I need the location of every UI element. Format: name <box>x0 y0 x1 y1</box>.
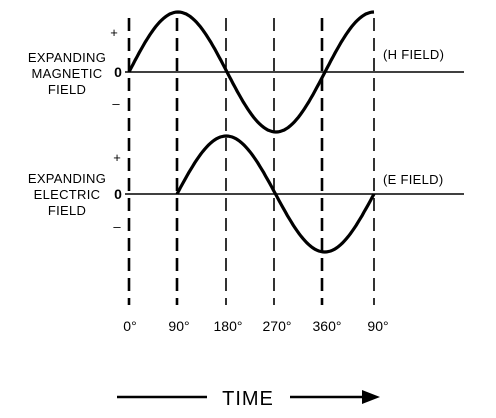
tick-0deg: 0° <box>123 318 136 334</box>
tick-360deg: 360° <box>313 318 342 334</box>
h-minus-sign: – <box>112 96 120 111</box>
e-label-line-1: EXPANDING <box>28 171 106 186</box>
h-field-tag: (H FIELD) <box>383 47 444 62</box>
tick-270deg: 270° <box>263 318 292 334</box>
e-label-line-2: ELECTRIC <box>34 187 101 202</box>
h-label-line-2: MAGNETIC <box>31 66 102 81</box>
tick-180deg: 180° <box>214 318 243 334</box>
phase-guide-lines <box>127 18 375 305</box>
phase-tick-labels: 0° 90° 180° 270° 360° 90° <box>123 318 388 334</box>
e-field-sine-wave <box>175 134 376 254</box>
time-label: TIME <box>222 388 274 410</box>
e-minus-sign: – <box>113 219 121 234</box>
time-arrowhead-icon <box>362 390 380 404</box>
h-field-label: EXPANDING MAGNETIC FIELD <box>28 50 106 97</box>
e-plus-sign: + <box>113 150 121 165</box>
e-label-line-3: FIELD <box>48 203 86 218</box>
h-field-sine-wave <box>127 10 375 134</box>
e-zero-label: 0 <box>114 186 122 202</box>
tick-450deg: 90° <box>367 318 388 334</box>
h-label-line-1: EXPANDING <box>28 50 106 65</box>
e-field-tag: (E FIELD) <box>383 172 443 187</box>
tick-90deg: 90° <box>168 318 189 334</box>
h-plus-sign: + <box>110 25 118 40</box>
h-zero-label: 0 <box>114 64 122 80</box>
e-field-label: EXPANDING ELECTRIC FIELD <box>28 171 106 218</box>
h-label-line-3: FIELD <box>48 82 86 97</box>
